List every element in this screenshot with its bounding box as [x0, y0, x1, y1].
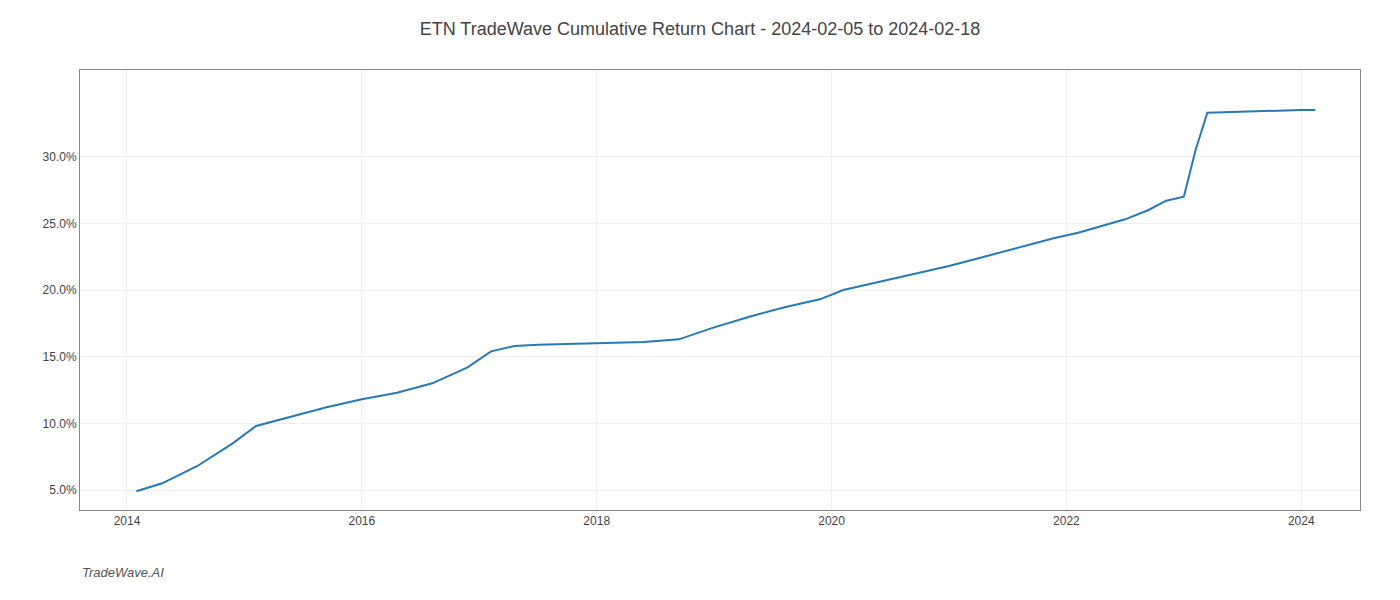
svg-text:2022: 2022: [1053, 514, 1080, 528]
svg-text:30.0%: 30.0%: [43, 150, 77, 164]
svg-text:2020: 2020: [818, 514, 845, 528]
svg-text:5.0%: 5.0%: [49, 483, 77, 497]
svg-text:2016: 2016: [348, 514, 375, 528]
svg-text:10.0%: 10.0%: [43, 417, 77, 431]
svg-text:2014: 2014: [114, 514, 141, 528]
svg-text:25.0%: 25.0%: [43, 217, 77, 231]
svg-text:20.0%: 20.0%: [43, 283, 77, 297]
svg-text:2018: 2018: [583, 514, 610, 528]
svg-text:2024: 2024: [1288, 514, 1315, 528]
svg-text:ETN TradeWave Cumulative Retur: ETN TradeWave Cumulative Return Chart - …: [420, 19, 981, 39]
svg-text:TradeWave.AI: TradeWave.AI: [82, 565, 164, 580]
svg-text:15.0%: 15.0%: [43, 350, 77, 364]
